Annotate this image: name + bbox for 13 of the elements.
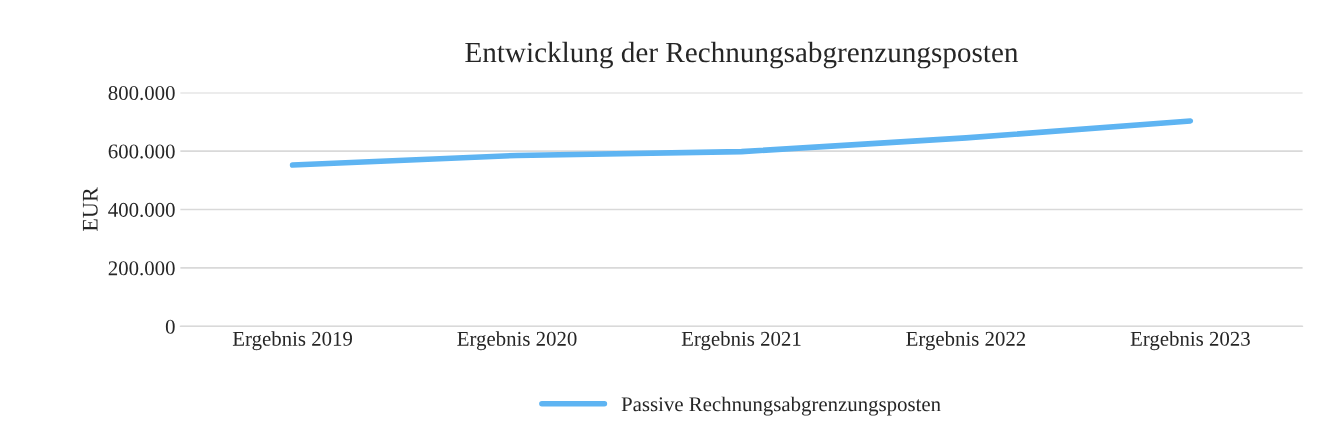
x-tick-label: Ergebnis 2023 [1130, 331, 1250, 351]
x-tick-label: Ergebnis 2022 [906, 331, 1026, 351]
chart-title: Entwicklung der Rechnungsabgrenzungsposten [465, 41, 1019, 69]
y-axis-title: EUR [82, 187, 98, 232]
x-tick-label: Ergebnis 2020 [457, 331, 577, 351]
y-tick-label: 600.000 [108, 144, 175, 159]
y-tick-label: 200.000 [108, 261, 175, 276]
y-tick-label: 0 [165, 319, 175, 334]
x-tick-label: Ergebnis 2021 [681, 331, 801, 351]
y-tick-label: 400.000 [108, 202, 175, 217]
legend-label: Passive Rechnungsabgrenzungsposten [621, 396, 941, 416]
y-tick-label: 800.000 [108, 85, 175, 101]
x-tick-label: Ergebnis 2019 [232, 331, 353, 351]
